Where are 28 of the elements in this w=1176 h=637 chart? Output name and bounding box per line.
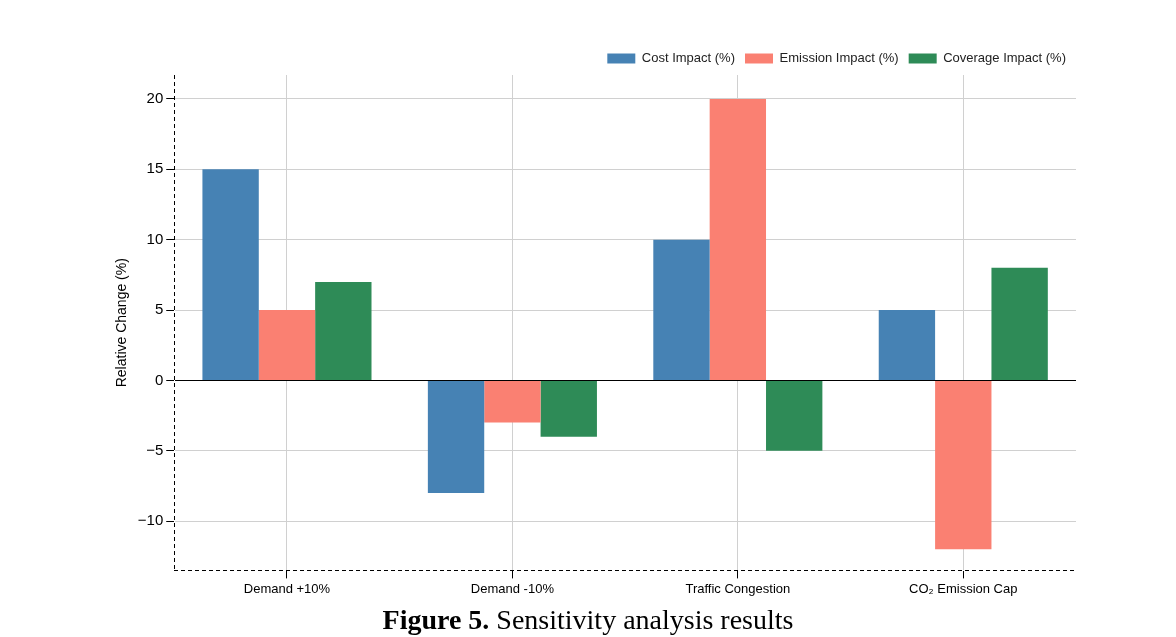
x-tick-label: Traffic Congestion: [685, 580, 791, 596]
bar: [766, 380, 823, 451]
bar: [653, 239, 710, 380]
y-axis-title: Relative Change (%): [113, 258, 130, 388]
bar: [484, 380, 541, 423]
legend-label: Emission Impact (%): [779, 50, 899, 66]
legend-label: Coverage Impact (%): [943, 50, 1067, 66]
y-tick-label: −5: [146, 440, 164, 458]
y-tick-label: 15: [146, 159, 164, 177]
y-tick-label: 10: [146, 229, 164, 247]
bar: [202, 169, 259, 380]
bar: [991, 267, 1048, 380]
x-tick-label: Demand -10%: [470, 580, 555, 596]
bar: [427, 380, 485, 493]
bar: [878, 310, 936, 380]
y-tick-label: 20: [146, 89, 164, 107]
x-tick-label: CO₂ Emission Cap: [909, 580, 1018, 596]
legend-label: Cost Impact (%): [641, 50, 735, 66]
bar: [935, 380, 992, 550]
y-tick-label: −10: [137, 511, 164, 529]
bar: [709, 98, 767, 380]
y-tick-label: 5: [154, 300, 164, 318]
bar: [315, 281, 372, 380]
bar: [540, 380, 597, 437]
y-tick-label: 0: [154, 370, 164, 388]
x-tick-label: Demand +10%: [243, 580, 331, 596]
caption: Figure 5. Sensitivity analysis results: [381, 604, 795, 636]
bar: [258, 310, 316, 380]
